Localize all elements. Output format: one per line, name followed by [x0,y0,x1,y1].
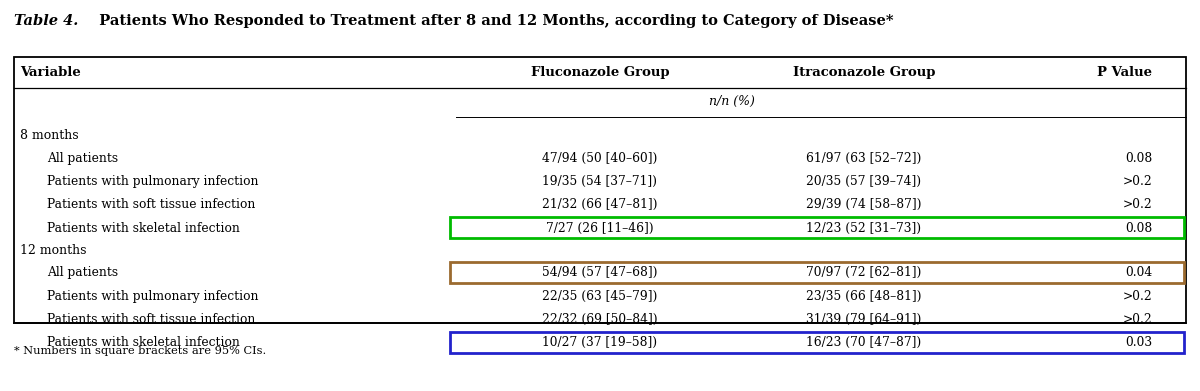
Text: Patients with soft tissue infection: Patients with soft tissue infection [47,313,256,326]
Text: 47/94 (50 [40–60]): 47/94 (50 [40–60]) [542,152,658,165]
Text: 12/23 (52 [31–73]): 12/23 (52 [31–73]) [806,222,922,235]
FancyBboxPatch shape [450,332,1184,353]
Text: n/n (%): n/n (%) [709,95,755,108]
FancyBboxPatch shape [14,57,1186,323]
Text: >0.2: >0.2 [1122,198,1152,211]
Text: Patients with pulmonary infection: Patients with pulmonary infection [47,290,258,303]
Text: 23/35 (66 [48–81]): 23/35 (66 [48–81]) [806,290,922,303]
FancyBboxPatch shape [450,217,1184,238]
Text: 22/35 (63 [45–79]): 22/35 (63 [45–79]) [542,290,658,303]
Text: 0.08: 0.08 [1124,152,1152,165]
Text: 0.04: 0.04 [1124,266,1152,279]
Text: 19/35 (54 [37–71]): 19/35 (54 [37–71]) [542,175,658,188]
Text: Variable: Variable [20,66,82,79]
Text: * Numbers in square brackets are 95% CIs.: * Numbers in square brackets are 95% CIs… [14,346,266,356]
Text: 31/39 (79 [64–91]): 31/39 (79 [64–91]) [806,313,922,326]
Text: Patients with pulmonary infection: Patients with pulmonary infection [47,175,258,188]
Text: 7/27 (26 [11–46]): 7/27 (26 [11–46]) [546,222,654,235]
Text: 8 months: 8 months [20,129,79,142]
Text: P Value: P Value [1097,66,1152,79]
Text: Patients Who Responded to Treatment after 8 and 12 Months, according to Category: Patients Who Responded to Treatment afte… [89,14,893,28]
Text: All patients: All patients [47,266,118,279]
Text: 70/97 (72 [62–81]): 70/97 (72 [62–81]) [806,266,922,279]
FancyBboxPatch shape [450,262,1184,283]
Text: 61/97 (63 [52–72]): 61/97 (63 [52–72]) [806,152,922,165]
Text: Patients with soft tissue infection: Patients with soft tissue infection [47,198,256,211]
Text: >0.2: >0.2 [1122,175,1152,188]
Text: Patients with skeletal infection: Patients with skeletal infection [47,222,240,235]
Text: >0.2: >0.2 [1122,290,1152,303]
Text: 10/27 (37 [19–58]): 10/27 (37 [19–58]) [542,336,658,349]
Text: 16/23 (70 [47–87]): 16/23 (70 [47–87]) [806,336,922,349]
Text: Table 4.: Table 4. [14,14,79,28]
Text: 0.03: 0.03 [1124,336,1152,349]
Text: 29/39 (74 [58–87]): 29/39 (74 [58–87]) [806,198,922,211]
Text: 0.08: 0.08 [1124,222,1152,235]
Text: Itraconazole Group: Itraconazole Group [793,66,935,79]
Text: 54/94 (57 [47–68]): 54/94 (57 [47–68]) [542,266,658,279]
Text: 21/32 (66 [47–81]): 21/32 (66 [47–81]) [542,198,658,211]
Text: 20/35 (57 [39–74]): 20/35 (57 [39–74]) [806,175,922,188]
Text: Fluconazole Group: Fluconazole Group [530,66,670,79]
Text: Patients with skeletal infection: Patients with skeletal infection [47,336,240,349]
Text: >0.2: >0.2 [1122,313,1152,326]
Text: 12 months: 12 months [20,244,86,257]
Text: All patients: All patients [47,152,118,165]
Text: 22/32 (69 [50–84]): 22/32 (69 [50–84]) [542,313,658,326]
